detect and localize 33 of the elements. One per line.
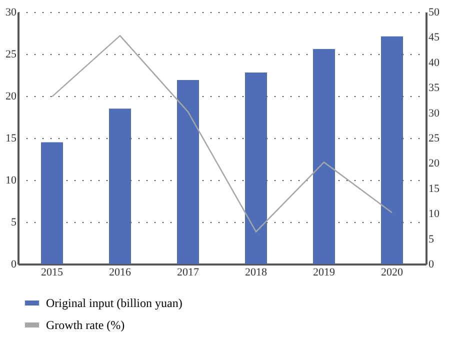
x-tick-label: 2019 [313, 266, 336, 278]
y2-tick-label: 0 [428, 258, 434, 270]
legend-label: Original input (billion yuan) [46, 296, 182, 310]
y-tick-label: 10 [6, 174, 17, 186]
legend-label: Growth rate (%) [46, 318, 125, 332]
y2-tick-label: 40 [428, 56, 440, 69]
y-tick-label: 5 [11, 216, 17, 228]
y2-tick-label: 30 [428, 107, 440, 120]
x-tick-label: 2015 [41, 266, 64, 278]
bar [313, 48, 335, 264]
bar [177, 80, 199, 264]
y-tick-label: 25 [6, 48, 17, 60]
x-tick-label: 2018 [245, 266, 268, 278]
x-tick-label: 2017 [177, 266, 200, 278]
y2-tick-label: 50 [428, 6, 440, 18]
x-tick-label: 2016 [109, 266, 132, 278]
y2-tick-label: 10 [428, 208, 440, 220]
y2-tick-label: 15 [428, 182, 440, 195]
y2-tick-label: 45 [428, 32, 440, 44]
y2-tick-label: 25 [428, 132, 440, 144]
x-tick-label: 2020 [381, 266, 404, 278]
bar [41, 142, 63, 264]
y2-tick-label: 5 [428, 233, 434, 246]
bar [245, 72, 267, 264]
y-tick-label: 15 [6, 132, 17, 144]
y-tick-label: 0 [11, 258, 17, 270]
bar [381, 36, 403, 264]
y2-tick-label: 35 [428, 82, 440, 94]
bar [109, 108, 131, 264]
y-tick-label: 20 [6, 90, 17, 102]
y2-tick-label: 20 [428, 158, 440, 170]
line-series [51, 35, 393, 232]
y-tick-label: 30 [6, 6, 17, 18]
